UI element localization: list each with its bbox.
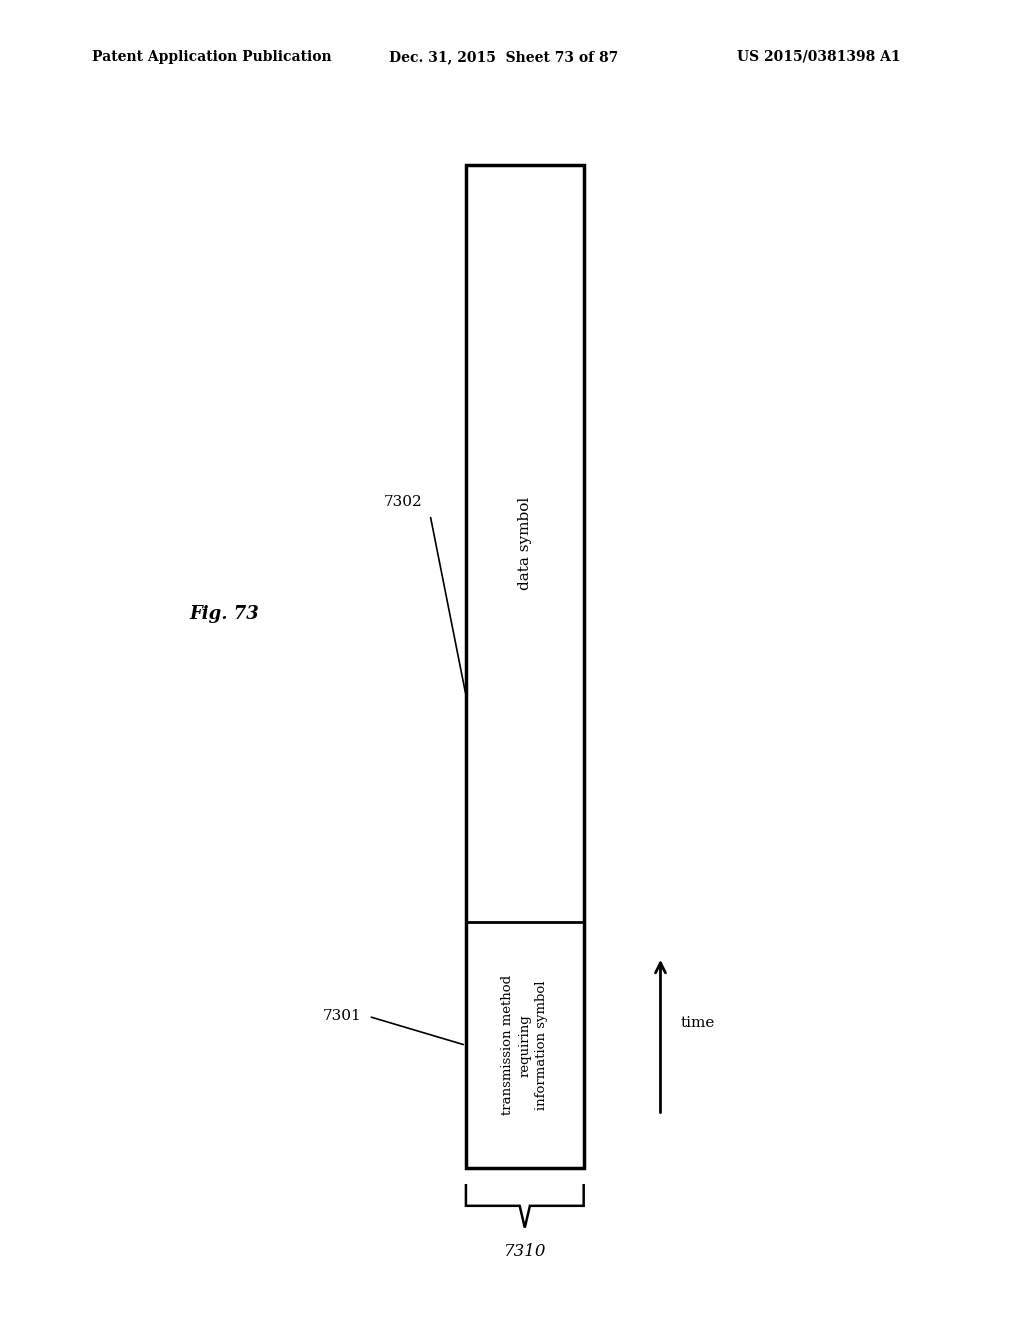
Text: 7301: 7301	[323, 1010, 361, 1023]
Text: Patent Application Publication: Patent Application Publication	[92, 50, 332, 63]
Text: US 2015/0381398 A1: US 2015/0381398 A1	[737, 50, 901, 63]
Bar	[466, 165, 584, 1168]
Text: 7310: 7310	[504, 1243, 546, 1261]
Text: time: time	[681, 1016, 716, 1030]
Text: transmission method
requiring
information symbol: transmission method requiring informatio…	[502, 975, 548, 1115]
Text: Fig. 73: Fig. 73	[189, 605, 259, 623]
Text: Dec. 31, 2015  Sheet 73 of 87: Dec. 31, 2015 Sheet 73 of 87	[389, 50, 618, 63]
Text: 7302: 7302	[384, 495, 423, 508]
Text: data symbol: data symbol	[518, 498, 531, 590]
